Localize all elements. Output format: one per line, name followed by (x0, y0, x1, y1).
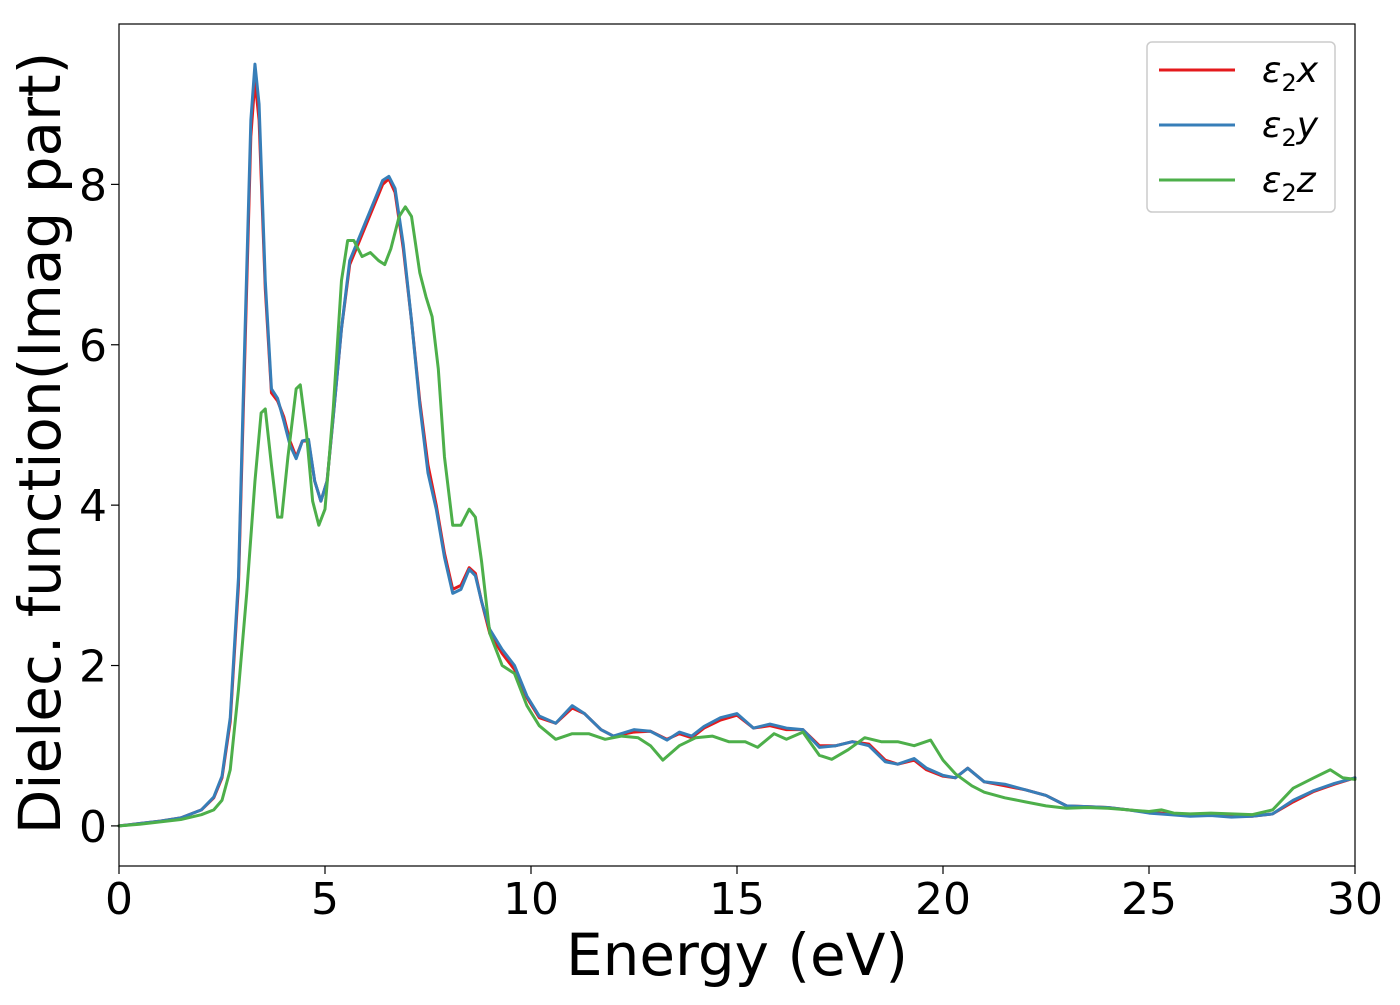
y-tick-label: 4 (79, 481, 107, 532)
x-tick-label: 20 (915, 874, 971, 925)
legend-label-tail: z (1296, 160, 1317, 201)
legend-label-sub: 2 (1281, 69, 1296, 97)
legend-label: ε2y (1262, 105, 1319, 152)
x-axis-label: Energy (eV) (566, 921, 908, 989)
legend-label-main: ε (1262, 105, 1281, 146)
legend-label: ε2z (1262, 160, 1317, 207)
legend-label-tail: y (1296, 105, 1319, 146)
legend-label-sub: 2 (1281, 124, 1296, 152)
legend-item-z: ε2z (1159, 160, 1317, 207)
plot-lines (117, 62, 1357, 828)
y-tick-label: 0 (79, 802, 107, 853)
y-axis-label: Dielec. function(Imag part) (6, 52, 74, 835)
legend-label-tail: x (1296, 50, 1319, 91)
series-line-z (117, 205, 1357, 828)
x-tick-label: 25 (1121, 874, 1177, 925)
x-axis: 0 5 10 15 20 25 30 (105, 866, 1383, 925)
y-tick-label: 8 (79, 160, 107, 211)
legend-item-x: ε2x (1159, 50, 1319, 97)
x-tick-label: 0 (105, 874, 133, 925)
x-tick-label: 15 (709, 874, 765, 925)
y-tick-label: 6 (79, 321, 107, 372)
x-tick-label: 10 (503, 874, 559, 925)
legend-label-main: ε (1262, 160, 1281, 201)
y-axis: 0 2 4 6 8 (79, 160, 119, 853)
x-tick-label: 5 (311, 874, 339, 925)
legend-label-sub: 2 (1281, 179, 1296, 207)
legend-label: ε2x (1262, 50, 1319, 97)
legend-label-main: ε (1262, 50, 1281, 91)
x-tick-label: 30 (1327, 874, 1383, 925)
y-tick-label: 2 (79, 642, 107, 693)
legend-item-y: ε2y (1159, 105, 1319, 152)
legend-box (1146, 41, 1336, 213)
series-line-y (117, 62, 1357, 828)
